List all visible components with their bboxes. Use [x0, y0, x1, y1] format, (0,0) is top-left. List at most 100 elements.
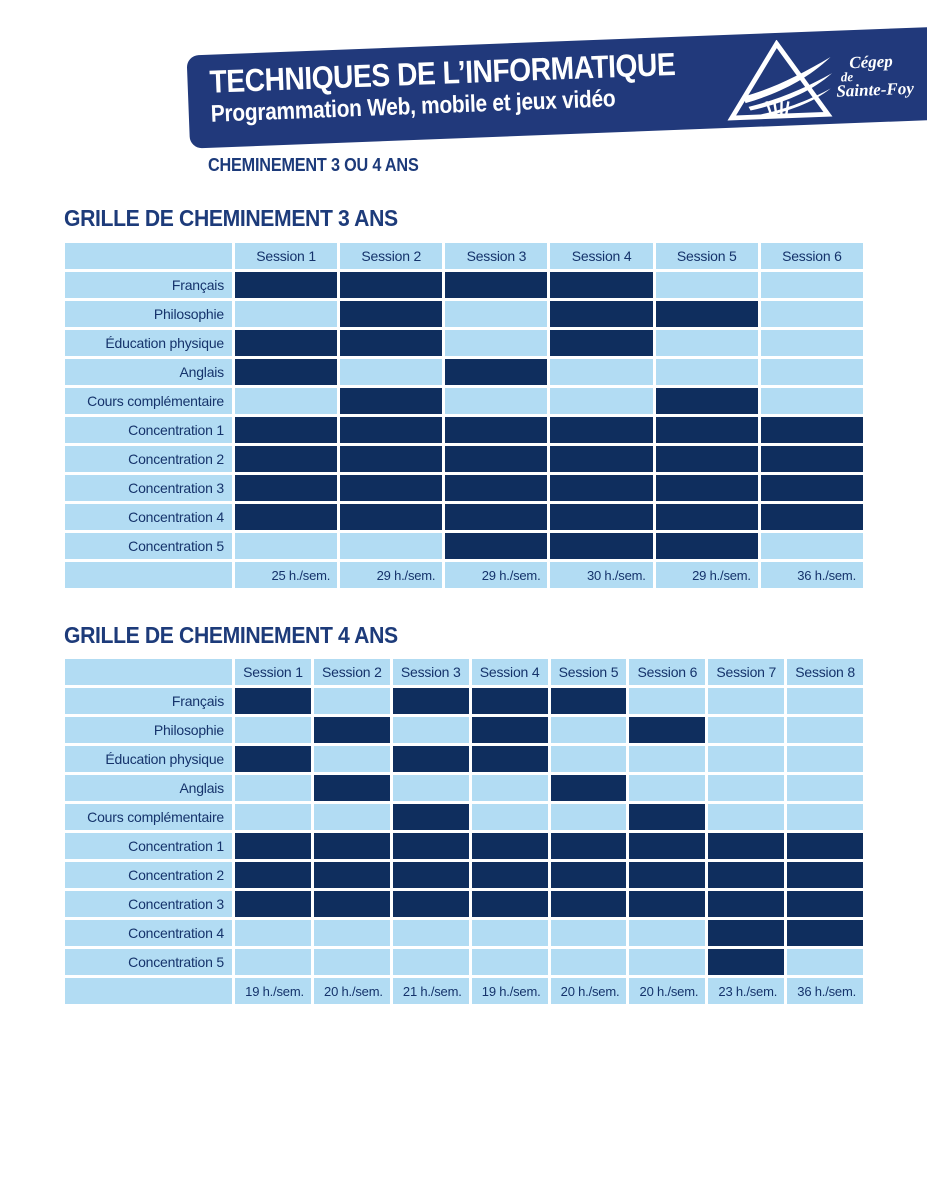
filled-cell [550, 775, 627, 801]
filled-cell [471, 688, 548, 714]
filled-cell [471, 891, 548, 917]
filled-cell [235, 504, 338, 530]
empty-cell [550, 388, 653, 414]
filled-cell [313, 775, 390, 801]
filled-cell [550, 330, 653, 356]
filled-cell [471, 746, 548, 772]
filled-cell [655, 504, 758, 530]
filled-cell [787, 833, 863, 859]
empty-cell [471, 804, 548, 830]
empty-cell [629, 920, 706, 946]
empty-cell [550, 359, 653, 385]
empty-cell [760, 330, 863, 356]
row-label: Français [65, 688, 232, 714]
hours-cell: 29 h./sem. [445, 562, 548, 588]
row-label: Concentration 5 [65, 949, 232, 975]
filled-cell [787, 891, 863, 917]
hours-cell: 19 h./sem. [235, 978, 311, 1004]
empty-cell [760, 388, 863, 414]
cegep-logo: Cégep de Sainte-Foy [724, 33, 927, 123]
empty-cell [235, 388, 338, 414]
hours-cell: 20 h./sem. [313, 978, 390, 1004]
filled-cell [629, 862, 706, 888]
empty-cell [760, 301, 863, 327]
empty-cell [313, 688, 390, 714]
filled-cell [655, 301, 758, 327]
filled-cell [235, 833, 311, 859]
filled-cell [760, 417, 863, 443]
filled-cell [445, 417, 548, 443]
filled-cell [550, 891, 627, 917]
empty-cell [235, 533, 338, 559]
filled-cell [392, 862, 469, 888]
corner-cell [65, 659, 232, 685]
empty-cell [655, 330, 758, 356]
filled-cell [708, 891, 785, 917]
section-title-4ans: GRILLE DE CHEMINEMENT 4 ANS [64, 622, 398, 648]
column-header: Session 3 [445, 243, 548, 269]
filled-cell [550, 272, 653, 298]
row-label: Concentration 3 [65, 891, 232, 917]
row-label: Cours complémentaire [65, 804, 232, 830]
filled-cell [235, 746, 311, 772]
filled-cell [235, 688, 311, 714]
empty-cell [629, 688, 706, 714]
filled-cell [550, 417, 653, 443]
empty-cell [708, 717, 785, 743]
empty-cell [235, 920, 311, 946]
section-title-3ans: GRILLE DE CHEMINEMENT 3 ANS [64, 205, 398, 231]
row-label: Concentration 3 [65, 475, 232, 501]
filled-cell [550, 833, 627, 859]
empty-cell [550, 920, 627, 946]
empty-cell [313, 920, 390, 946]
row-label: Éducation physique [65, 330, 232, 356]
filled-cell [392, 746, 469, 772]
empty-cell [787, 688, 863, 714]
filled-cell [445, 272, 548, 298]
empty-cell [445, 388, 548, 414]
filled-cell [340, 446, 443, 472]
filled-cell [235, 272, 338, 298]
empty-cell [787, 804, 863, 830]
column-header: Session 7 [708, 659, 785, 685]
row-label: Concentration 2 [65, 446, 232, 472]
row-label: Éducation physique [65, 746, 232, 772]
empty-cell [471, 949, 548, 975]
filled-cell [550, 862, 627, 888]
filled-cell [392, 833, 469, 859]
column-header: Session 3 [392, 659, 469, 685]
empty-cell [550, 949, 627, 975]
row-label: Concentration 4 [65, 920, 232, 946]
empty-cell [787, 775, 863, 801]
column-header: Session 4 [550, 243, 653, 269]
hours-cell: 29 h./sem. [340, 562, 443, 588]
filled-cell [550, 446, 653, 472]
filled-cell [760, 475, 863, 501]
empty-cell [340, 533, 443, 559]
empty-cell [235, 775, 311, 801]
empty-cell [235, 804, 311, 830]
hours-cell: 19 h./sem. [471, 978, 548, 1004]
filled-cell [708, 949, 785, 975]
program-banner-text: TECHNIQUES DE L’INFORMATIQUE Programmati… [209, 45, 740, 127]
empty-cell [445, 301, 548, 327]
filled-cell [340, 272, 443, 298]
filled-cell [550, 301, 653, 327]
empty-cell [629, 746, 706, 772]
empty-cell [550, 746, 627, 772]
empty-cell [708, 804, 785, 830]
empty-cell [760, 272, 863, 298]
hours-cell: 36 h./sem. [760, 562, 863, 588]
empty-cell [471, 920, 548, 946]
filled-cell [445, 359, 548, 385]
filled-cell [655, 388, 758, 414]
empty-cell [392, 775, 469, 801]
empty-cell [550, 804, 627, 830]
column-header: Session 6 [760, 243, 863, 269]
row-label: Concentration 1 [65, 417, 232, 443]
hours-cell: 20 h./sem. [629, 978, 706, 1004]
cegep-logo-text: Cégep de Sainte-Foy [835, 51, 914, 101]
filled-cell [550, 533, 653, 559]
filled-cell [655, 475, 758, 501]
empty-cell [760, 359, 863, 385]
